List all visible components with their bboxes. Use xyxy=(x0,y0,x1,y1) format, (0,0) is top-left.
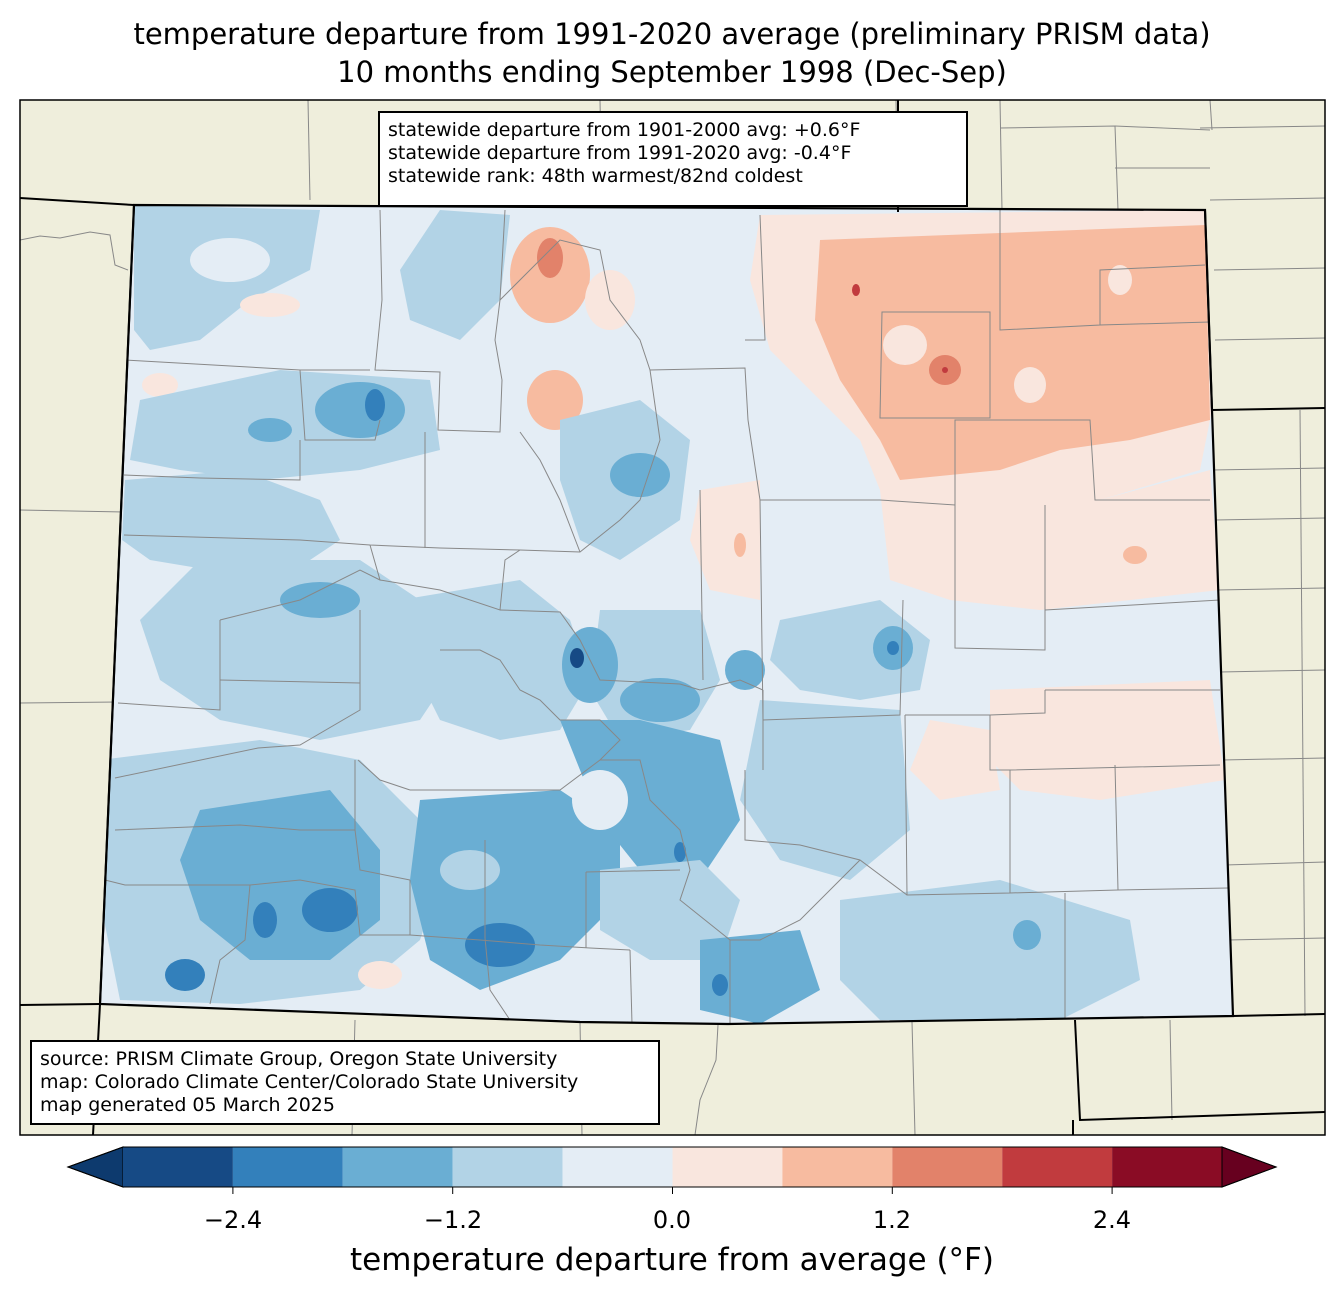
colorbar xyxy=(66,1146,1278,1194)
colorbar-bin xyxy=(782,1147,893,1187)
map-credit-line: map: Colorado Climate Center/Colorado St… xyxy=(40,1071,579,1093)
source-line: source: PRISM Climate Group, Oregon Stat… xyxy=(40,1048,558,1070)
stats-line-1901-2000: statewide departure from 1901-2000 avg: … xyxy=(388,119,861,141)
colorbar-tick-label: −2.4 xyxy=(203,1206,263,1234)
colorbar-bin xyxy=(1002,1147,1113,1187)
source-box: source: PRISM Climate Group, Oregon Stat… xyxy=(30,1040,660,1125)
colorbar-bin xyxy=(892,1147,1003,1187)
colorbar-tick-label: −1.2 xyxy=(423,1206,483,1234)
colorbar-tick-label: 0.0 xyxy=(652,1206,692,1234)
colorbar-extension-low xyxy=(66,1146,124,1188)
temperature-field xyxy=(100,205,1233,1024)
statewide-stats-box: statewide departure from 1901-2000 avg: … xyxy=(378,111,968,207)
map-title-line1: temperature departure from 1991-2020 ave… xyxy=(133,17,1211,51)
map-frame xyxy=(19,99,1326,1136)
colorbar-label: temperature departure from average (°F) xyxy=(350,1242,994,1278)
colorbar-bin xyxy=(1112,1147,1222,1187)
colorbar-tick-label: 2.4 xyxy=(1092,1206,1132,1234)
stats-line-rank: statewide rank: 48th warmest/82nd coldes… xyxy=(388,165,803,187)
colorbar-extension-high xyxy=(1221,1146,1278,1188)
colorbar-tick-label: 1.2 xyxy=(872,1206,912,1234)
colorbar-bin xyxy=(123,1147,233,1187)
colorbar-bin xyxy=(232,1147,343,1187)
colorbar-bin xyxy=(672,1147,783,1187)
colorbar-bin xyxy=(562,1147,673,1187)
colorbar-outline xyxy=(66,1146,1278,1188)
colorado-county-lines xyxy=(104,209,1229,1024)
generated-date-line: map generated 05 March 2025 xyxy=(40,1094,335,1116)
colorbar-bin xyxy=(452,1147,563,1187)
map-title-line2: 10 months ending September 1998 (Dec-Sep… xyxy=(337,55,1007,89)
colorbar-bin xyxy=(342,1147,453,1187)
stats-line-1991-2020: statewide departure from 1991-2020 avg: … xyxy=(388,142,852,164)
